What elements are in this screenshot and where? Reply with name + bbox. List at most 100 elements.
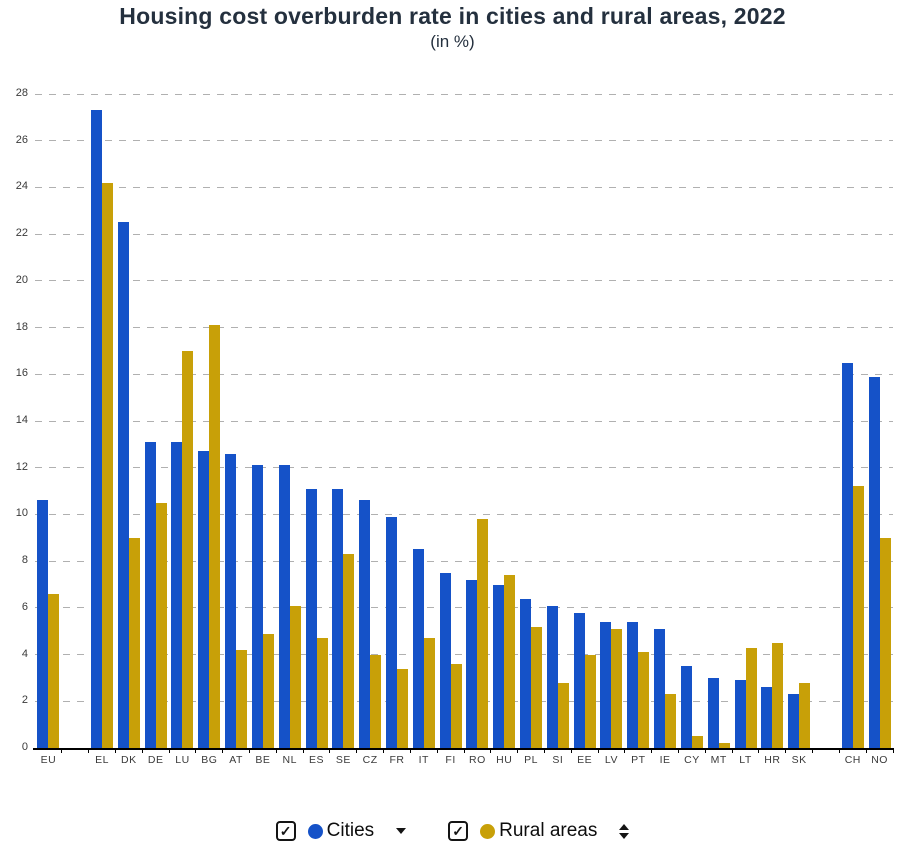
bar-rural-areas-EE[interactable] [584,654,596,748]
triangle-down-icon [619,832,630,839]
x-axis-label-EU: EU [40,754,57,766]
bar-rural-areas-RO[interactable] [477,519,489,748]
bar-rural-areas-LT[interactable] [745,647,757,748]
bar-cities-CY[interactable] [680,666,692,748]
bar-cities-LU[interactable] [171,442,183,748]
bar-rural-areas-PT[interactable] [638,652,650,748]
bar-cities-DK[interactable] [117,222,129,748]
bar-cities-BE[interactable] [251,465,263,748]
bar-rural-areas-HR[interactable] [772,642,784,748]
bar-cities-LV[interactable] [600,621,612,748]
cities-checkbox[interactable]: ✓ [275,821,296,841]
bar-rural-areas-BE[interactable] [262,633,274,748]
x-axis-label-AT: AT [229,754,243,766]
bar-cities-AT[interactable] [225,453,237,748]
bar-cities-IT[interactable] [412,549,424,748]
grid-line [35,513,893,515]
bar-cities-SK[interactable] [788,694,800,748]
bar-cities-EU[interactable] [37,500,49,748]
bar-cities-EE[interactable] [573,612,585,748]
axis-tick [543,748,545,753]
bar-cities-CZ[interactable] [359,500,371,748]
bar-rural-areas-FI[interactable] [450,663,462,748]
bar-rural-areas-HU[interactable] [504,575,516,748]
bar-cities-SE[interactable] [332,488,344,748]
axis-tick [517,748,519,753]
bar-cities-HU[interactable] [493,584,505,748]
axis-tick [383,748,385,753]
bar-rural-areas-CZ[interactable] [370,654,382,748]
cities-legend-label: Cities [326,820,375,841]
x-axis-label-LU: LU [175,754,190,766]
sort-up-down-icon[interactable] [619,823,630,839]
chart-subtitle: (in %) [430,32,475,51]
bar-cities-NL[interactable] [278,465,290,748]
bar-rural-areas-EL[interactable] [102,182,114,748]
triangle-up-icon [619,823,630,830]
axis-tick [812,748,814,753]
grid-line [35,140,893,142]
bar-cities-MT[interactable] [707,677,719,748]
bar-rural-areas-EU[interactable] [48,593,60,748]
bar-rural-areas-LV[interactable] [611,628,623,748]
bar-rural-areas-CH[interactable] [852,486,864,748]
grid-line [35,560,893,562]
cities-legend-toggle[interactable]: Cities [307,820,375,842]
grid-line [35,373,893,375]
x-axis-label-NO: NO [871,754,888,766]
bar-rural-areas-IE[interactable] [665,694,677,748]
bar-cities-PT[interactable] [627,621,639,748]
axis-tick [463,748,465,753]
bar-rural-areas-ES[interactable] [316,638,328,748]
bar-rural-areas-SI[interactable] [557,682,569,748]
bar-rural-areas-BG[interactable] [209,325,221,748]
rural-areas-color-dot [480,823,496,839]
bar-rural-areas-AT[interactable] [236,649,248,748]
bar-cities-EL[interactable] [91,110,103,748]
x-axis-label-SE: SE [335,754,351,766]
bar-rural-areas-SE[interactable] [343,554,355,748]
bar-rural-areas-NL[interactable] [289,605,301,748]
bar-cities-HR[interactable] [761,687,773,748]
y-axis-label: 12 [15,460,28,473]
bar-cities-SI[interactable] [546,605,558,748]
bar-rural-areas-CY[interactable] [691,736,703,748]
x-axis-label-LT: LT [739,754,752,766]
bar-rural-areas-NO[interactable] [879,537,891,748]
y-axis-label: 24 [15,180,28,193]
bar-cities-PL[interactable] [520,598,532,748]
axis-tick [704,748,706,753]
bar-rural-areas-IT[interactable] [423,638,435,748]
bar-cities-RO[interactable] [466,579,478,748]
sort-descending-icon[interactable] [396,828,407,834]
bar-cities-LT[interactable] [734,680,746,748]
x-axis-label-ES: ES [309,754,325,766]
bar-cities-FI[interactable] [439,572,451,748]
legend-item-rural-areas: ✓ Rural areas [448,820,630,842]
y-axis-label: 16 [15,367,28,380]
bar-cities-IE[interactable] [654,628,666,748]
rural-areas-checkbox[interactable]: ✓ [448,821,469,841]
rural-areas-legend-toggle[interactable]: Rural areas [480,820,597,842]
bar-cities-CH[interactable] [841,362,853,748]
bar-rural-areas-DK[interactable] [128,537,140,748]
x-axis-label-PT: PT [631,754,646,766]
x-axis-label-FI: FI [445,754,456,766]
bar-cities-BG[interactable] [198,451,210,748]
bar-cities-ES[interactable] [305,488,317,748]
x-axis-label-MT: MT [710,754,727,766]
bar-rural-areas-DE[interactable] [155,502,167,748]
bar-rural-areas-FR[interactable] [396,668,408,748]
bar-rural-areas-SK[interactable] [799,682,811,748]
axis-tick [570,748,572,753]
bar-rural-areas-PL[interactable] [531,626,543,748]
bar-rural-areas-MT[interactable] [718,743,730,748]
bar-cities-FR[interactable] [385,516,397,748]
bar-cities-DE[interactable] [144,442,156,748]
y-axis-label: 20 [15,273,28,286]
x-axis-label-IT: IT [418,754,429,766]
axis-tick [249,748,250,753]
bar-cities-NO[interactable] [868,376,880,748]
x-axis-label-HU: HU [496,754,513,766]
bar-rural-areas-LU[interactable] [182,350,194,748]
